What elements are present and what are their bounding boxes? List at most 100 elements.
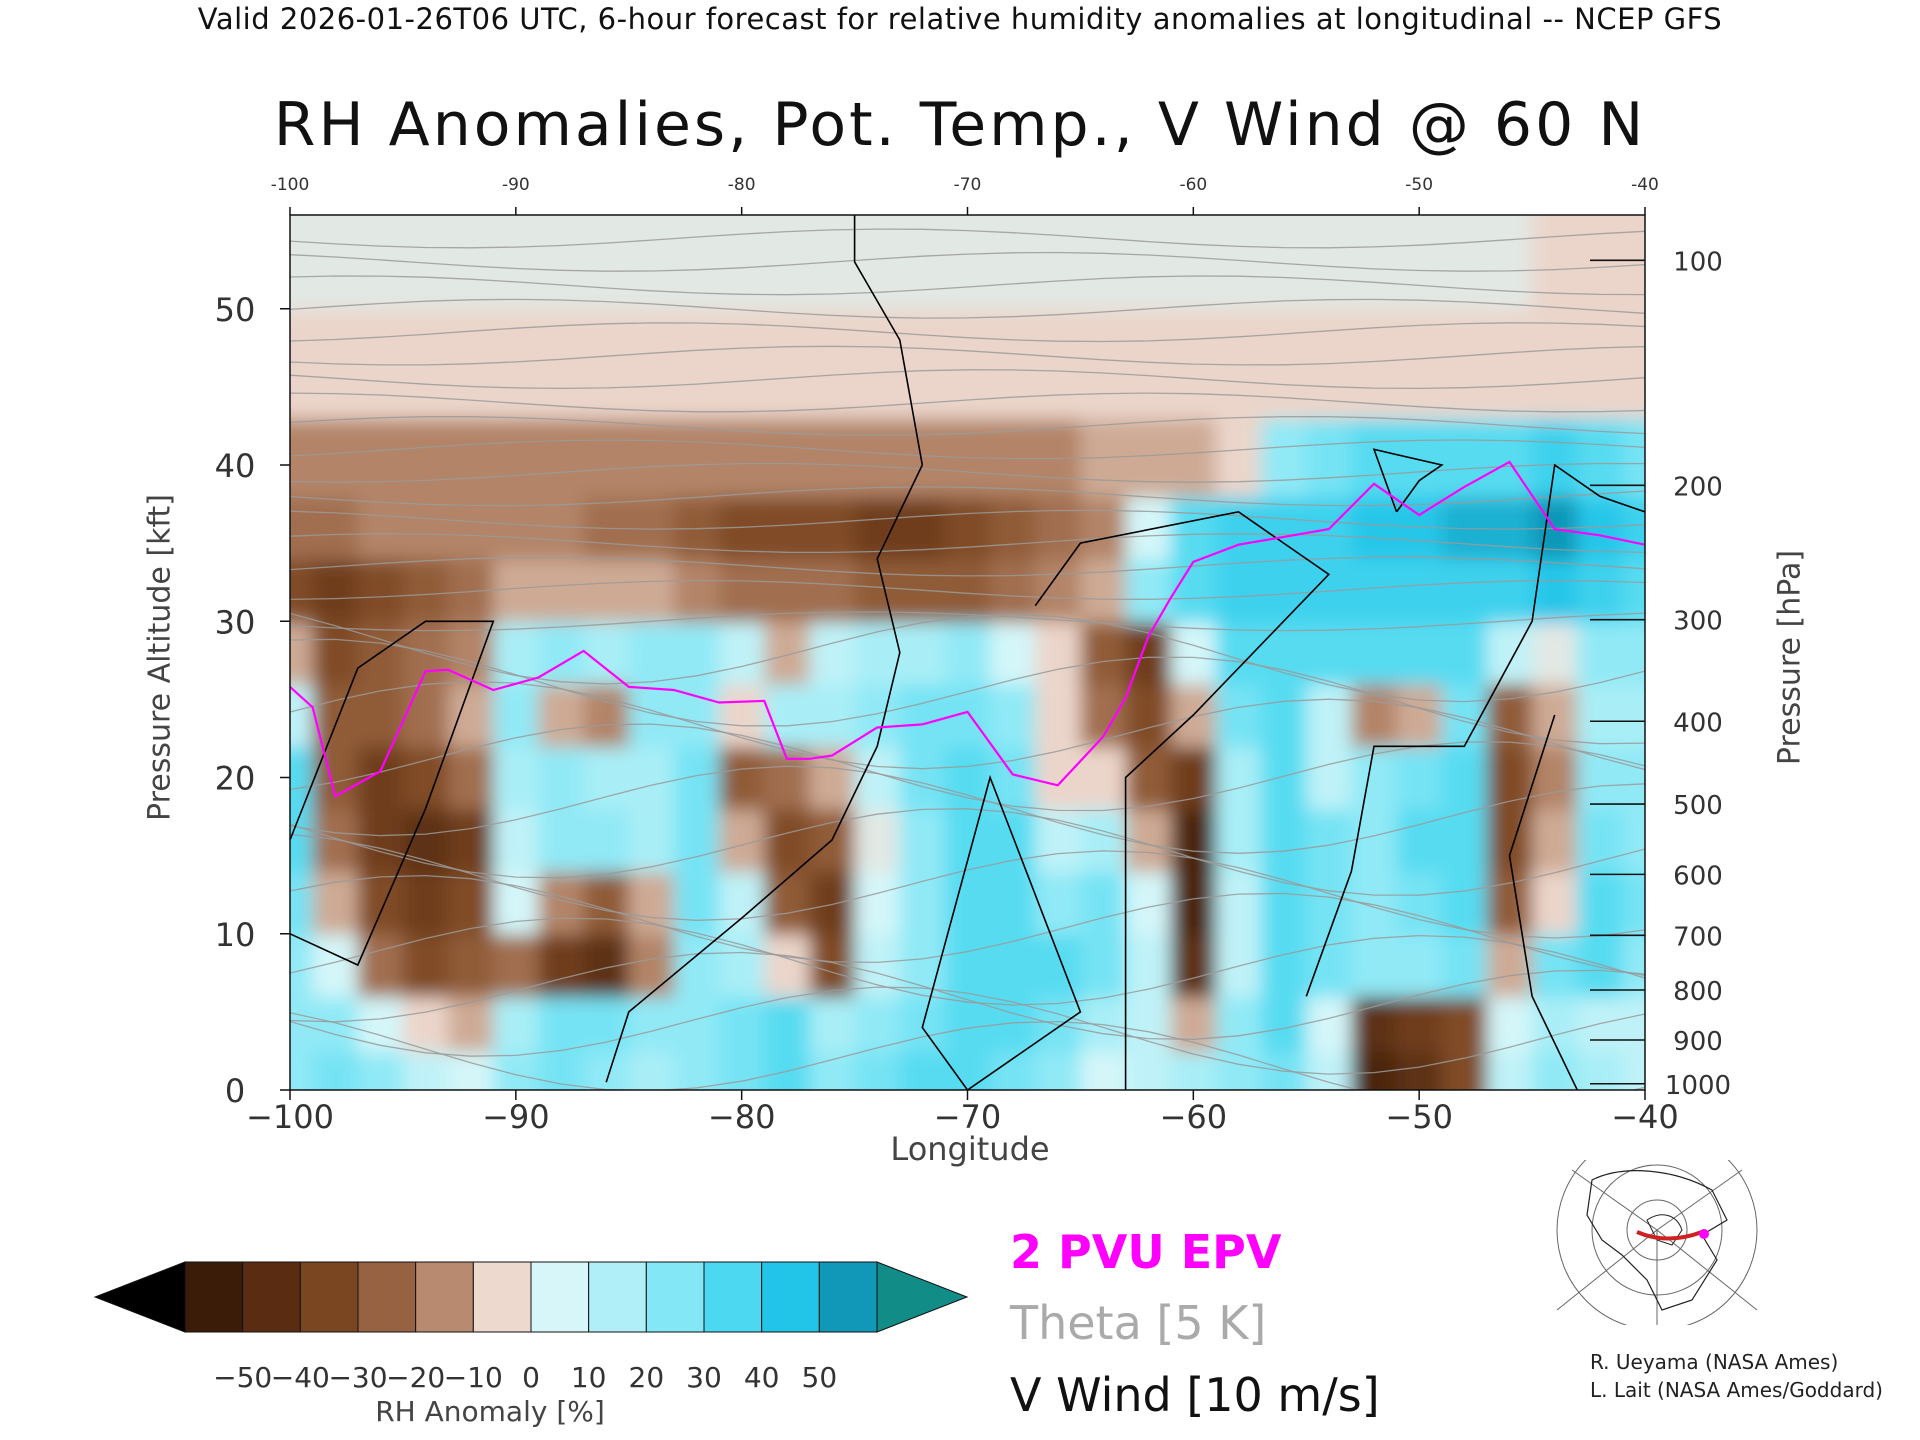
heatmap-cell (1170, 996, 1217, 1052)
heatmap-cell (1261, 1050, 1308, 1090)
heatmap-cell (1622, 1050, 1645, 1090)
heatmap-cell (1080, 621, 1127, 685)
heatmap-cell (290, 418, 314, 498)
v-wind-contours (290, 215, 1645, 1090)
heatmap-cell (854, 1050, 901, 1090)
heatmap-cell (1396, 996, 1443, 1052)
y-tick-label: 10 (215, 916, 256, 954)
heatmap-cell (809, 308, 856, 420)
heatmap-cell (312, 418, 359, 498)
y-axis-right-pressure: 100 200 300 400 500 600 700 800 900 1000 (1590, 247, 1731, 1101)
heatmap-cell (357, 746, 404, 810)
theta-contour-line (290, 322, 1645, 343)
heatmap-cell (764, 808, 811, 873)
heatmap-cell (628, 558, 675, 623)
heatmap-cell (719, 871, 766, 935)
heatmap-cell (990, 808, 1037, 873)
heatmap-cell (1035, 215, 1082, 310)
heatmap-cell (1215, 621, 1263, 685)
theta-contour-line (290, 765, 1645, 854)
heatmap-cell (1035, 1050, 1082, 1090)
x-tick-label: −80 (708, 1098, 776, 1136)
legend-theta: Theta [5 K] (1010, 1296, 1267, 1350)
heatmap-cell (719, 996, 766, 1052)
heatmap-cell (809, 1050, 856, 1090)
heatmap-cell (1441, 558, 1488, 623)
heatmap-cell (1351, 746, 1398, 810)
colorbar-swatch (415, 1261, 474, 1333)
heatmap-cell (538, 215, 585, 310)
heatmap-cell (1622, 996, 1645, 1052)
plot-area (289, 214, 1646, 1091)
theta-contour-line (290, 509, 1645, 530)
v-wind-contour-line (1508, 714, 1579, 1090)
heatmap-cell (809, 996, 856, 1052)
heatmap-cell (1125, 418, 1172, 498)
heatmap-cell (290, 1050, 314, 1090)
heatmap-cell (1441, 746, 1488, 810)
y-tick-label: 30 (215, 603, 256, 641)
colorbar-tick-label: −20 (386, 1361, 445, 1394)
heatmap-cell (357, 933, 404, 998)
heatmap-cell (583, 933, 630, 998)
colorbar-swatch (588, 1261, 647, 1333)
heatmap-cell (1351, 808, 1398, 873)
colorbar-swatch (184, 1261, 244, 1333)
heatmap-cell (1396, 215, 1443, 310)
figure-caption: Valid 2026-01-26T06 UTC, 6-hour forecast… (197, 2, 1723, 36)
heatmap-cell (899, 808, 946, 873)
theta-contour-line (290, 833, 1645, 939)
legend-vwind: V Wind [10 m/s] (1010, 1368, 1380, 1422)
heatmap-cell (1396, 308, 1443, 420)
heatmap-cell (1215, 808, 1263, 873)
colorbar-swatch (645, 1261, 705, 1333)
theta-contour-line (290, 808, 1645, 896)
heatmap-cell (1261, 683, 1308, 748)
heatmap-cell (1035, 683, 1082, 748)
top-tick-label: -80 (728, 175, 756, 195)
heatmap-cell (1080, 308, 1127, 420)
heatmap-cell (899, 215, 946, 310)
heatmap-cell (1622, 496, 1645, 560)
heatmap-cell (290, 215, 314, 310)
heatmap-cell (673, 621, 721, 685)
legend-epv: 2 PVU EPV (1010, 1225, 1282, 1279)
heatmap-cell (1080, 496, 1127, 560)
heatmap-cell (1577, 933, 1624, 998)
heatmap-cell (290, 808, 314, 873)
heatmap-cell (1080, 871, 1127, 935)
colorbar-swatch (530, 1261, 590, 1333)
heatmap-cell (1306, 996, 1353, 1052)
heatmap-cell (899, 746, 946, 810)
heatmap-cell (1261, 996, 1308, 1052)
heatmap-cell (583, 808, 630, 873)
colorbar: −50−40−30−20−10 0 10 20 30 40 50 (93, 1261, 969, 1394)
heatmap-cell (854, 418, 901, 498)
credit-line-1: R. Ueyama (NASA Ames) (1590, 1350, 1839, 1374)
heatmap-cell (1486, 496, 1534, 560)
heatmap-cell (944, 996, 992, 1052)
colorbar-tick-label: 40 (744, 1361, 780, 1394)
heatmap-cell (1396, 683, 1443, 748)
heatmap-cell (809, 496, 856, 560)
heatmap-cell (1441, 808, 1488, 873)
heatmap-cell (538, 746, 585, 810)
colorbar-swatch (703, 1261, 763, 1333)
heatmap-cell (1261, 418, 1308, 498)
heatmap-cell (1261, 558, 1308, 623)
top-tick-label: -40 (1631, 175, 1659, 195)
heatmap-cell (1125, 871, 1172, 935)
heatmap-cell (1622, 621, 1645, 685)
heatmap-cell (1396, 621, 1443, 685)
top-tick-label: -70 (954, 175, 982, 195)
heatmap-cell (990, 496, 1037, 560)
heatmap-cell (1441, 871, 1488, 935)
heatmap-cell (854, 496, 901, 560)
heatmap-cell (628, 621, 675, 685)
heatmap-cell (1215, 871, 1263, 935)
x-axis: −100 −90 −80 −70 −60 −50 −40 (246, 1090, 1679, 1136)
colorbar-swatch (357, 1261, 417, 1333)
heatmap-cell (448, 683, 495, 748)
colorbar-tick-label: 10 (571, 1361, 607, 1394)
theta-contour-line (290, 275, 1645, 296)
